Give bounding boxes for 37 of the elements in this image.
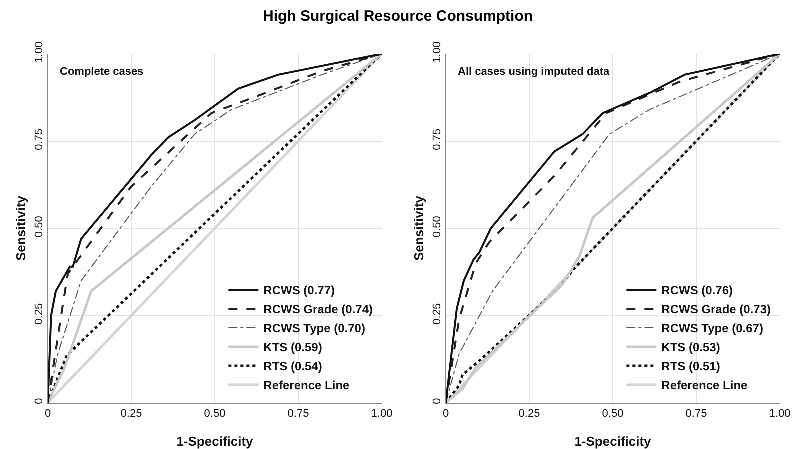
legend-label: KTS (0.59) <box>264 340 322 355</box>
y-tick-label: 0 <box>34 398 46 404</box>
legend-label: RCWS (0.76) <box>662 284 734 298</box>
legend-label: RTS (0.51) <box>662 360 720 374</box>
legend-label: RCWS Grade (0.74) <box>264 302 374 317</box>
x-tick-label: 0.50 <box>602 408 624 420</box>
x-tick-label: 0.25 <box>120 408 142 420</box>
x-tick-label: 1.00 <box>371 408 393 420</box>
x-axis-title: 1-Specificity <box>176 434 254 449</box>
legend-label: RCWS Type (0.67) <box>662 322 764 336</box>
y-tick-label: 0.25 <box>432 303 444 325</box>
y-tick-label: 0.50 <box>34 216 46 238</box>
annotation: Complete cases <box>60 66 144 78</box>
y-tick-label: 0.75 <box>34 128 46 150</box>
x-axis-title: 1-Specificity <box>574 434 652 449</box>
legend-label: RCWS (0.77) <box>264 284 336 298</box>
x-tick-label: 0.50 <box>204 408 226 420</box>
legend-label: RTS (0.54) <box>264 360 322 374</box>
y-axis-title: Sensitivity <box>412 195 427 262</box>
y-tick-label: 0.25 <box>34 303 46 325</box>
y-tick-label: 0.50 <box>432 216 444 238</box>
legend-label: RCWS Grade (0.73) <box>662 302 772 317</box>
y-tick-label: 0.75 <box>432 128 444 150</box>
y-tick-label: 1.00 <box>432 42 444 64</box>
legend-label: KTS (0.53) <box>662 340 720 355</box>
y-tick-label: 0 <box>432 398 444 404</box>
legend-label: RCWS Type (0.70) <box>264 322 366 336</box>
chart-title: High Surgical Resource Consumption <box>262 7 534 27</box>
legend-label: Reference Line <box>662 378 748 393</box>
legend-label: Reference Line <box>264 378 350 393</box>
annotation: All cases using imputed data <box>458 66 610 78</box>
x-tick-label: 0.25 <box>518 408 540 420</box>
y-tick-label: 1.00 <box>34 42 46 64</box>
y-axis-title: Sensitivity <box>14 195 29 262</box>
x-tick-label: 0.75 <box>288 408 310 420</box>
x-tick-label: 1.00 <box>769 408 791 420</box>
x-tick-label: 0.75 <box>686 408 708 420</box>
